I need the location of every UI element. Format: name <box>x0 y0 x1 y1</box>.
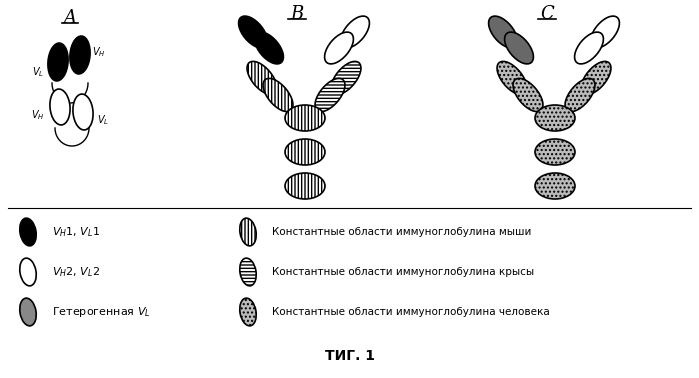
Ellipse shape <box>331 61 361 94</box>
Text: Константные области иммуноглобулина крысы: Константные области иммуноглобулина крыс… <box>272 267 534 277</box>
Ellipse shape <box>240 258 257 286</box>
Ellipse shape <box>50 89 70 125</box>
Ellipse shape <box>565 78 595 112</box>
Ellipse shape <box>315 78 345 112</box>
Ellipse shape <box>238 16 268 48</box>
Ellipse shape <box>285 173 325 199</box>
Ellipse shape <box>20 218 36 246</box>
Text: A: A <box>64 9 76 27</box>
Text: $V_H$2, $V_L$2: $V_H$2, $V_L$2 <box>52 265 100 279</box>
Text: $V_L$: $V_L$ <box>32 65 44 79</box>
Ellipse shape <box>285 105 325 131</box>
Text: C: C <box>540 5 554 23</box>
Ellipse shape <box>535 173 575 199</box>
Ellipse shape <box>513 78 543 112</box>
Ellipse shape <box>535 139 575 165</box>
Ellipse shape <box>263 78 293 112</box>
Ellipse shape <box>505 32 533 64</box>
Ellipse shape <box>591 16 619 48</box>
Text: B: B <box>290 5 303 23</box>
Text: Константные области иммуноглобулина мыши: Константные области иммуноглобулина мыши <box>272 227 531 237</box>
Ellipse shape <box>254 32 283 64</box>
Ellipse shape <box>70 36 90 74</box>
Text: $V_L$: $V_L$ <box>97 113 109 127</box>
Ellipse shape <box>240 218 257 246</box>
Ellipse shape <box>20 258 36 286</box>
Ellipse shape <box>497 61 527 94</box>
Text: $V_H$: $V_H$ <box>92 45 106 59</box>
Ellipse shape <box>581 61 611 94</box>
Ellipse shape <box>489 16 517 48</box>
Text: ΤИГ. 1: ΤИГ. 1 <box>325 349 375 363</box>
Ellipse shape <box>575 32 603 64</box>
Ellipse shape <box>240 298 257 326</box>
Text: $V_H$: $V_H$ <box>31 108 45 122</box>
Ellipse shape <box>247 61 277 94</box>
Ellipse shape <box>20 298 36 326</box>
Ellipse shape <box>285 139 325 165</box>
Ellipse shape <box>535 105 575 131</box>
Ellipse shape <box>324 32 354 64</box>
Ellipse shape <box>48 43 68 81</box>
Ellipse shape <box>73 94 93 130</box>
Text: Константные области иммуноглобулина человека: Константные области иммуноглобулина чело… <box>272 307 549 317</box>
Text: Гетерогенная $V_L$: Гетерогенная $V_L$ <box>52 305 150 319</box>
Text: $V_H$1, $V_L$1: $V_H$1, $V_L$1 <box>52 225 100 239</box>
Ellipse shape <box>340 16 369 48</box>
